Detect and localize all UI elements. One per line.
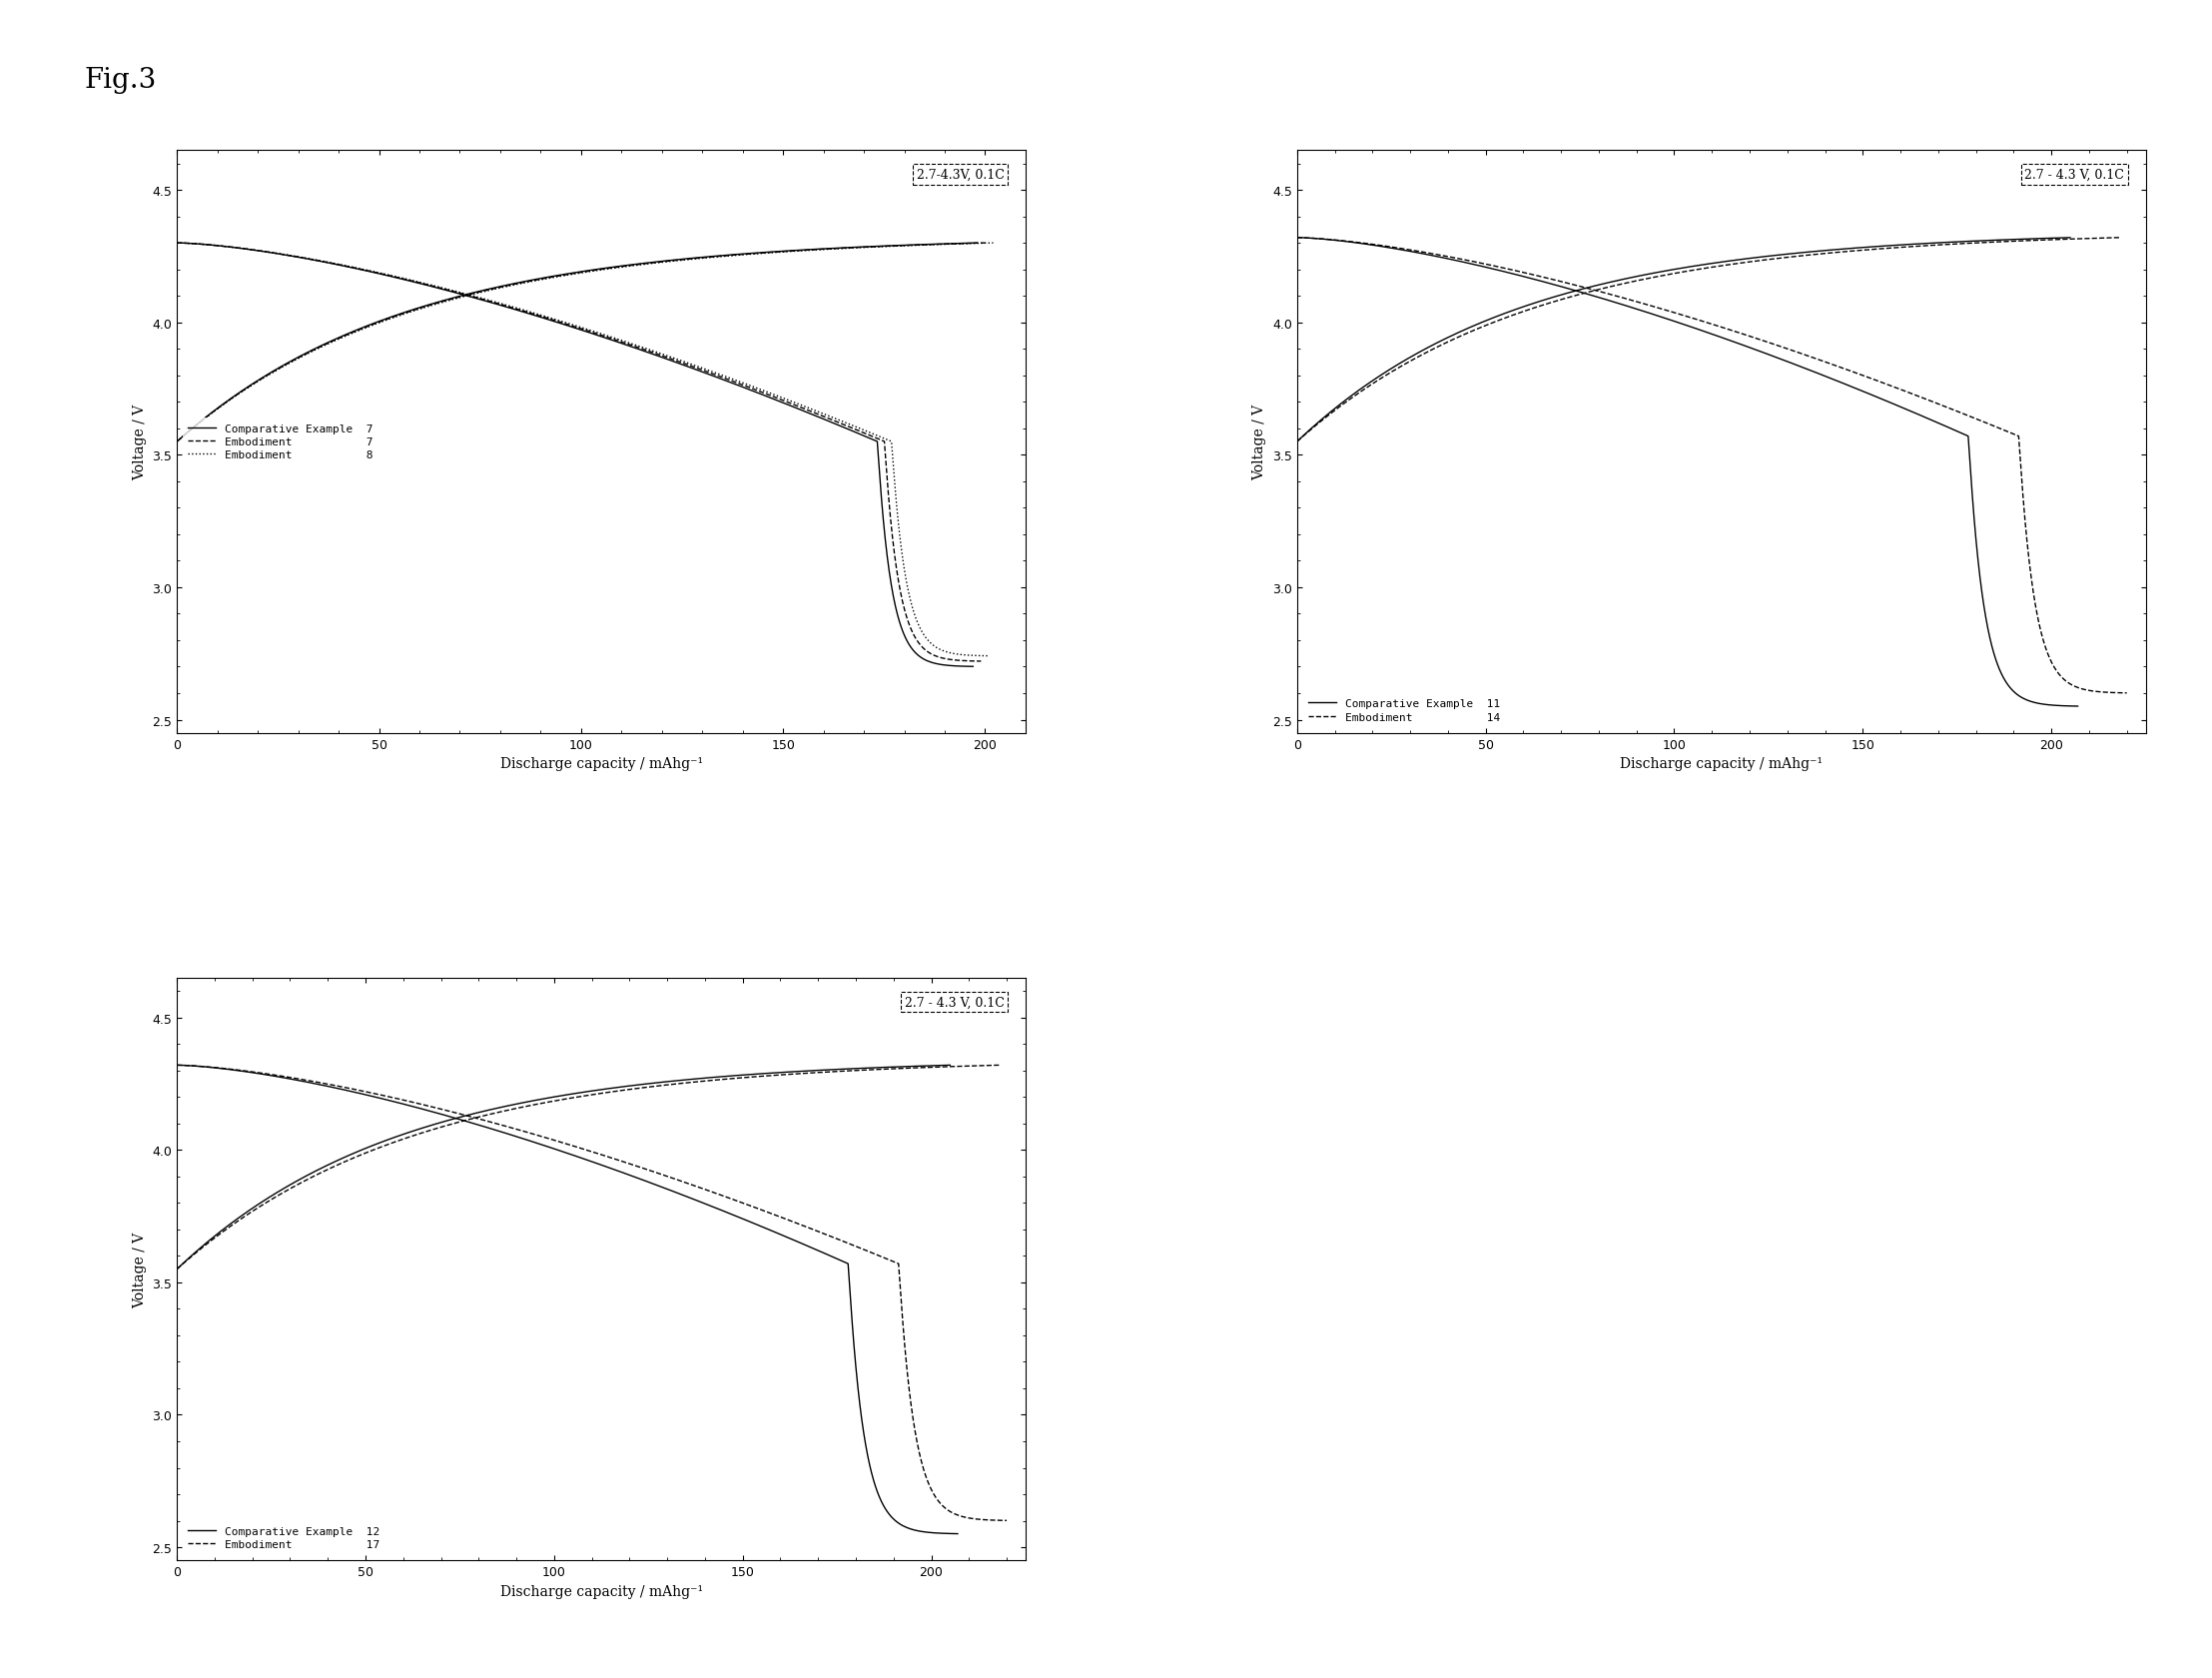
Text: 2.7-4.3V, 0.1C: 2.7-4.3V, 0.1C xyxy=(916,168,1004,181)
Legend: Comparative Example  11, Embodiment           14: Comparative Example 11, Embodiment 14 xyxy=(1303,693,1506,728)
X-axis label: Discharge capacity / mAhg⁻¹: Discharge capacity / mAhg⁻¹ xyxy=(1619,757,1823,770)
Legend: Comparative Example  7, Embodiment           7, Embodiment           8: Comparative Example 7, Embodiment 7, Emb… xyxy=(184,418,378,466)
X-axis label: Discharge capacity / mAhg⁻¹: Discharge capacity / mAhg⁻¹ xyxy=(500,1584,703,1597)
Text: Fig.3: Fig.3 xyxy=(84,67,157,94)
Legend: Comparative Example  12, Embodiment           17: Comparative Example 12, Embodiment 17 xyxy=(184,1520,385,1556)
Text: 2.7 - 4.3 V, 0.1C: 2.7 - 4.3 V, 0.1C xyxy=(905,995,1004,1008)
Y-axis label: Voltage / V: Voltage / V xyxy=(133,1232,146,1307)
Y-axis label: Voltage / V: Voltage / V xyxy=(133,404,146,480)
X-axis label: Discharge capacity / mAhg⁻¹: Discharge capacity / mAhg⁻¹ xyxy=(500,757,703,770)
Text: 2.7 - 4.3 V, 0.1C: 2.7 - 4.3 V, 0.1C xyxy=(2024,168,2124,181)
Y-axis label: Voltage / V: Voltage / V xyxy=(1252,404,1267,480)
